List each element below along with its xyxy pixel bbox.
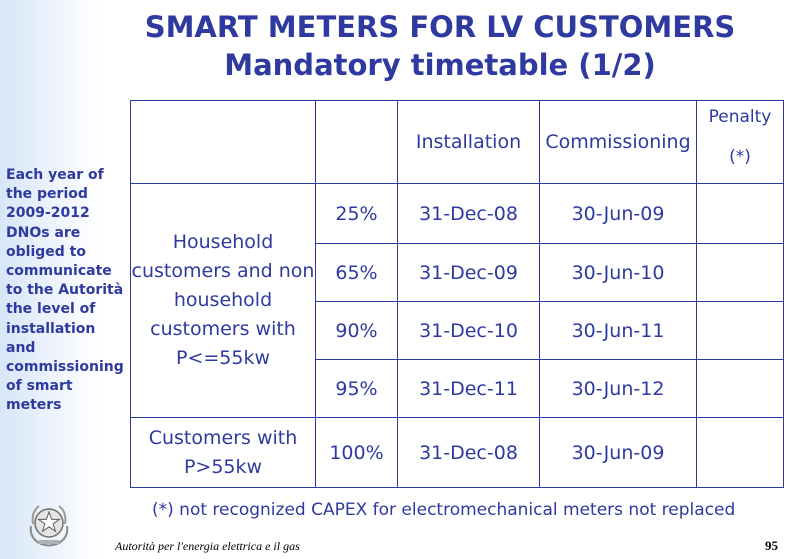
- cell-penalty: [696, 359, 784, 418]
- timetable: Installation Commissioning Penalty (*) H…: [130, 100, 784, 488]
- cell-commissioning-date: 30-Jun-10: [539, 243, 697, 302]
- header-blank-pct: [315, 100, 398, 184]
- cell-installation-date: 31-Dec-08: [397, 417, 540, 488]
- authority-name: Autorità per l'energia elettrica e il ga…: [115, 539, 300, 553]
- cell-penalty: [696, 417, 784, 488]
- page-number: 95: [765, 538, 778, 553]
- cell-installation-date: 31-Dec-08: [397, 183, 540, 244]
- header-penalty-note: (*): [729, 147, 751, 167]
- cell-installation-date: 31-Dec-11: [397, 359, 540, 418]
- cell-commissioning-date: 30-Jun-09: [539, 183, 697, 244]
- cell-installation-date: 31-Dec-10: [397, 301, 540, 360]
- cell-percentage: 95%: [315, 359, 398, 418]
- cell-commissioning-date: 30-Jun-11: [539, 301, 697, 360]
- side-note: Each year of the period 2009-2012 DNOs a…: [6, 167, 124, 414]
- cell-installation-date: 31-Dec-09: [397, 243, 540, 302]
- table-row: Customers with P>55kw 100% 31-Dec-08 30-…: [130, 417, 784, 488]
- header-penalty: Penalty (*): [696, 100, 784, 184]
- table-row: 90% 31-Dec-10 30-Jun-11: [131, 301, 784, 360]
- table-row: 95% 31-Dec-11 30-Jun-12: [131, 359, 784, 418]
- sidebar-gradient: [0, 0, 101, 559]
- header-penalty-label: Penalty: [708, 107, 772, 127]
- cell-penalty: [696, 243, 784, 302]
- table-row: 65% 31-Dec-09 30-Jun-10: [131, 243, 784, 302]
- cell-commissioning-date: 30-Jun-12: [539, 359, 697, 418]
- group-household: Household customers and non household cu…: [130, 183, 316, 418]
- group-large-customers: Customers with P>55kw: [130, 417, 316, 488]
- header-blank-label: [130, 100, 316, 184]
- header-commissioning: Commissioning: [539, 100, 697, 184]
- footnote: (*) not recognized CAPEX for electromech…: [152, 500, 736, 520]
- cell-penalty: [696, 183, 784, 244]
- cell-percentage: 100%: [315, 417, 398, 488]
- title-line-2: Mandatory timetable (1/2): [224, 48, 656, 82]
- title-line-1: SMART METERS FOR LV CUSTOMERS: [144, 10, 736, 44]
- cell-percentage: 25%: [315, 183, 398, 244]
- cell-percentage: 90%: [315, 301, 398, 360]
- cell-percentage: 65%: [315, 243, 398, 302]
- cell-penalty: [696, 301, 784, 360]
- header-installation: Installation: [397, 100, 540, 184]
- slide-title: SMART METERS FOR LV CUSTOMERS Mandatory …: [120, 8, 760, 84]
- table-row: Household customers and non household cu…: [130, 183, 784, 418]
- cell-commissioning-date: 30-Jun-09: [539, 417, 697, 488]
- italian-republic-emblem-icon: [25, 496, 73, 548]
